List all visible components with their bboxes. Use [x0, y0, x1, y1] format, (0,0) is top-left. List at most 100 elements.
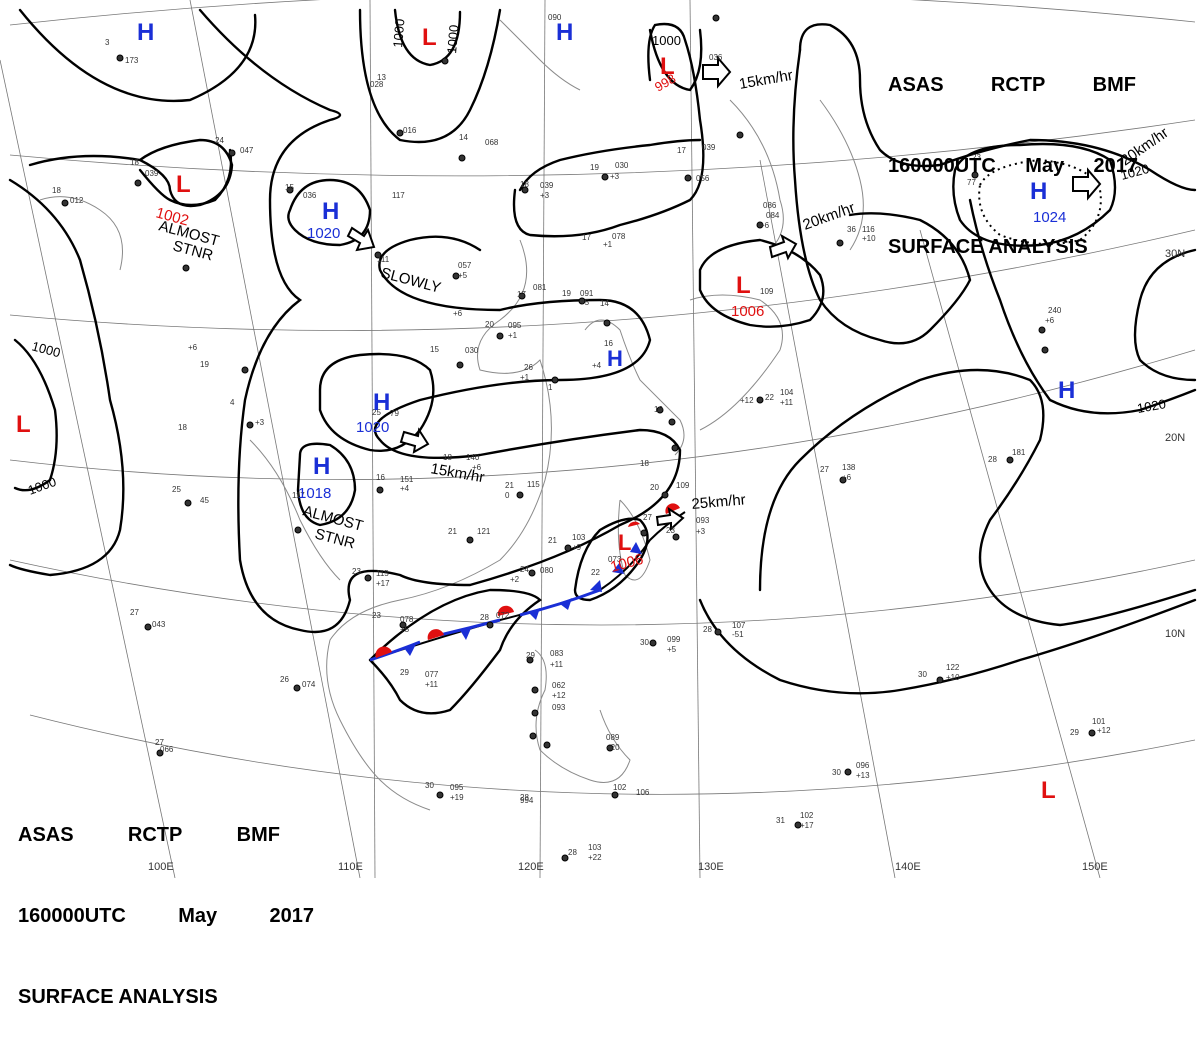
svg-text:074: 074 — [302, 680, 316, 689]
svg-text:122: 122 — [946, 663, 960, 672]
svg-text:117: 117 — [392, 191, 405, 200]
svg-text:994: 994 — [520, 796, 534, 805]
svg-text:083: 083 — [550, 649, 564, 658]
isobar-label: 1000 — [390, 18, 407, 48]
svg-text:18: 18 — [443, 453, 452, 462]
svg-text:18: 18 — [178, 423, 187, 432]
svg-text:181: 181 — [1012, 448, 1026, 457]
svg-text:+5: +5 — [667, 645, 677, 654]
isobar-label: 1000 — [30, 338, 62, 360]
svg-text:36: 36 — [847, 225, 856, 234]
svg-text:28: 28 — [480, 613, 489, 622]
svg-text:068: 068 — [485, 138, 499, 147]
svg-text:27: 27 — [643, 513, 652, 522]
svg-text:107: 107 — [732, 621, 746, 630]
svg-text:173: 173 — [125, 56, 139, 65]
svg-text:17: 17 — [517, 290, 526, 299]
svg-text:089: 089 — [606, 733, 620, 742]
svg-text:095: 095 — [450, 783, 464, 792]
low-pressure-symbol: L — [16, 411, 31, 438]
svg-text:240: 240 — [1048, 306, 1062, 315]
svg-text:104: 104 — [780, 388, 794, 397]
low-pressure-symbol: L — [422, 24, 437, 51]
svg-text:115: 115 — [376, 569, 389, 578]
high-pressure-symbol: H — [373, 389, 390, 416]
svg-text:+1: +1 — [508, 331, 518, 340]
header-month: May — [178, 905, 218, 927]
header-title: SURFACE ANALYSIS — [18, 986, 218, 1008]
svg-text:028: 028 — [370, 80, 384, 89]
svg-text:138: 138 — [842, 463, 856, 472]
svg-text:+5: +5 — [458, 271, 468, 280]
svg-text:+11: +11 — [425, 680, 439, 689]
svg-text:+3: +3 — [696, 527, 706, 536]
svg-text:+17: +17 — [800, 821, 814, 830]
svg-text:28: 28 — [520, 793, 529, 802]
svg-text:+1: +1 — [520, 373, 530, 382]
svg-text:29: 29 — [526, 651, 535, 660]
high-pressure-symbol: H — [1030, 178, 1047, 205]
svg-text:093: 093 — [552, 703, 566, 712]
svg-text:102: 102 — [800, 811, 814, 820]
pressure-value: 1020 — [307, 225, 340, 242]
svg-text:22: 22 — [591, 568, 600, 577]
high-pressure-symbol: H — [1058, 377, 1075, 404]
svg-text:79: 79 — [390, 409, 399, 418]
svg-text:+4: +4 — [400, 484, 410, 493]
svg-text:18: 18 — [52, 186, 61, 195]
svg-text:039: 039 — [145, 169, 159, 178]
low-pressure-symbol: L — [736, 272, 751, 299]
header-agency: ASAS — [18, 824, 74, 846]
svg-text:+19: +19 — [450, 793, 464, 802]
header-year: 2017 — [269, 905, 315, 927]
map-header-bottom-left: ASAS RCTP BMF 160000UTC May 2017 SURFACE ANA… — [18, 768, 314, 1038]
svg-text:27: 27 — [155, 738, 164, 747]
lon-label: 120E — [518, 861, 544, 873]
svg-text:+10: +10 — [946, 673, 960, 682]
svg-text:039: 039 — [702, 143, 716, 152]
svg-text:26: 26 — [280, 675, 289, 684]
svg-text:091: 091 — [580, 289, 594, 298]
svg-text:103: 103 — [572, 533, 586, 542]
svg-text:15: 15 — [430, 345, 439, 354]
svg-text:151: 151 — [400, 475, 414, 484]
svg-text:+6: +6 — [760, 221, 770, 230]
svg-text:0: 0 — [505, 491, 510, 500]
low-pressure-symbol: L — [1041, 777, 1056, 804]
svg-text:29: 29 — [400, 668, 409, 677]
lon-label: 140E — [895, 861, 921, 873]
svg-text:19: 19 — [590, 163, 599, 172]
svg-text:+1: +1 — [603, 240, 613, 249]
svg-text:+12: +12 — [1097, 726, 1111, 735]
svg-text:17: 17 — [677, 146, 686, 155]
svg-text:102: 102 — [613, 783, 627, 792]
svg-text:3: 3 — [105, 38, 110, 47]
header-month: May — [1025, 155, 1065, 177]
svg-text:+6: +6 — [453, 309, 463, 318]
svg-text:45: 45 — [200, 496, 209, 505]
header-time: 160000UTC — [888, 155, 996, 177]
svg-text:23: 23 — [972, 153, 981, 162]
svg-text:+20: +20 — [606, 743, 620, 752]
svg-text:23: 23 — [666, 526, 675, 535]
svg-text:+5: +5 — [400, 625, 410, 634]
isobar-label: 1020 — [1136, 396, 1167, 416]
svg-text:+6: +6 — [472, 463, 482, 472]
svg-text:21: 21 — [505, 481, 514, 490]
svg-text:081: 081 — [533, 283, 547, 292]
svg-text:140: 140 — [466, 453, 480, 462]
svg-text:012: 012 — [70, 196, 84, 205]
motion-label: 25km/hr — [691, 491, 746, 513]
isobars — [8, 8, 1197, 715]
svg-text:078: 078 — [612, 232, 626, 241]
svg-text:121: 121 — [477, 527, 491, 536]
header-code: BMF — [1092, 74, 1136, 96]
pressure-value: 1006 — [731, 303, 764, 320]
svg-text:062: 062 — [552, 681, 566, 690]
svg-text:+2: +2 — [510, 575, 520, 584]
svg-text:14: 14 — [600, 299, 609, 308]
svg-text:21: 21 — [448, 527, 457, 536]
svg-text:+6: +6 — [1045, 316, 1055, 325]
